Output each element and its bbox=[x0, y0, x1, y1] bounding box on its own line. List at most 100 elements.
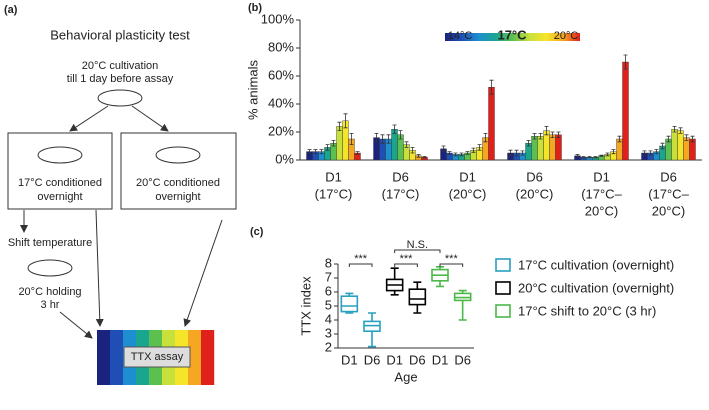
bar bbox=[555, 134, 562, 161]
x-tick-label: (17°C‒ bbox=[648, 186, 689, 201]
bar bbox=[677, 130, 684, 161]
error-bar bbox=[349, 133, 354, 145]
error-bar bbox=[550, 131, 555, 138]
arrow bbox=[183, 219, 223, 327]
y-tick-label: 40% bbox=[268, 95, 294, 110]
bar bbox=[537, 135, 544, 161]
stripe bbox=[110, 330, 124, 385]
error-bar bbox=[520, 150, 525, 156]
dish bbox=[155, 146, 201, 164]
step: overnight bbox=[155, 191, 200, 203]
error-bar bbox=[581, 156, 586, 159]
error-bar bbox=[343, 113, 348, 129]
error-bar bbox=[483, 133, 488, 143]
error-bar bbox=[666, 135, 671, 143]
bar bbox=[531, 135, 538, 161]
x-tick-label: D6 bbox=[409, 352, 426, 367]
whisker bbox=[390, 267, 399, 280]
error-bar bbox=[465, 151, 470, 155]
legend-label: 14°C bbox=[448, 30, 473, 42]
x-tick-label: D6 bbox=[364, 352, 381, 367]
x-tick-label: 20°C) bbox=[652, 203, 685, 218]
dish bbox=[27, 259, 73, 277]
error-bar bbox=[386, 134, 391, 144]
error-bar bbox=[556, 131, 561, 138]
error-bar bbox=[489, 79, 494, 95]
error-bar bbox=[307, 149, 312, 155]
error-bar bbox=[422, 156, 427, 159]
legend-swatch bbox=[495, 258, 511, 272]
error-bar bbox=[313, 149, 318, 155]
error-bar bbox=[337, 121, 342, 131]
error-bar bbox=[690, 135, 695, 143]
y-tick-label: 2 bbox=[325, 339, 332, 354]
whisker bbox=[413, 304, 422, 314]
whisker bbox=[458, 300, 467, 321]
whisker bbox=[368, 312, 376, 322]
step: 17°C conditioned bbox=[18, 177, 102, 189]
x-tick-label: 20°C) bbox=[585, 203, 618, 218]
step: 3 hr bbox=[41, 299, 60, 311]
error-bar bbox=[477, 144, 482, 151]
error-bar bbox=[538, 133, 543, 140]
x-tick-label: D1 bbox=[432, 352, 449, 367]
box bbox=[340, 295, 359, 313]
step: overnight bbox=[37, 191, 82, 203]
error-bar bbox=[611, 149, 616, 155]
y-tick-label: 100% bbox=[261, 11, 295, 26]
x-tick-label: D6 bbox=[392, 169, 409, 184]
y-tick-label: 20% bbox=[268, 123, 294, 138]
x-tick-label: D6 bbox=[660, 169, 677, 184]
step: Shift temperature bbox=[8, 237, 92, 249]
error-bar bbox=[447, 151, 452, 155]
error-bar bbox=[599, 154, 604, 157]
y-tick-label: 7 bbox=[325, 269, 332, 284]
arrow bbox=[131, 105, 169, 132]
error-bar bbox=[392, 124, 397, 134]
error-bar bbox=[416, 154, 421, 158]
x-tick-label: D6 bbox=[526, 169, 543, 184]
bracket bbox=[439, 263, 464, 267]
error-bar bbox=[514, 149, 519, 157]
x-tick-label: D1 bbox=[386, 352, 403, 367]
error-bar bbox=[532, 133, 537, 140]
error-bar bbox=[380, 134, 385, 144]
arrow bbox=[69, 105, 109, 132]
error-bar bbox=[684, 134, 689, 141]
bar bbox=[683, 137, 690, 161]
bracket bbox=[394, 249, 441, 253]
colorbar bbox=[445, 33, 580, 41]
step: 20°C cultivation bbox=[82, 60, 159, 72]
annotation: *** bbox=[400, 253, 414, 265]
box bbox=[7, 132, 113, 210]
legend-label: 17°C shift to 20°C (3 hr) bbox=[518, 303, 656, 318]
bracket bbox=[394, 263, 418, 267]
x-tick-label: D1 bbox=[341, 352, 358, 367]
x-tick-label: D1 bbox=[459, 169, 476, 184]
legend-label: 17°C bbox=[497, 27, 527, 42]
error-bar bbox=[642, 150, 647, 156]
bar bbox=[488, 86, 495, 161]
y-axis-label: TTX index bbox=[298, 276, 313, 336]
bracket bbox=[348, 263, 373, 267]
bar bbox=[336, 126, 343, 161]
y-tick-label: 80% bbox=[268, 39, 294, 54]
error-bar bbox=[544, 126, 549, 136]
error-bar bbox=[453, 152, 458, 157]
error-bar bbox=[410, 147, 415, 154]
whisker bbox=[368, 331, 376, 348]
annotation: *** bbox=[354, 253, 368, 265]
legend-swatch bbox=[495, 304, 511, 318]
assay-label: TTX assay bbox=[131, 351, 184, 363]
arrow bbox=[95, 209, 104, 327]
bar bbox=[549, 134, 556, 161]
error-bar bbox=[508, 149, 513, 157]
error-bar bbox=[648, 150, 653, 156]
whisker bbox=[436, 280, 444, 288]
diagram-title: Behavioral plasticity test bbox=[50, 27, 190, 42]
error-bar bbox=[623, 54, 628, 70]
bar bbox=[391, 128, 398, 161]
error-bar bbox=[355, 151, 360, 155]
error-bar bbox=[660, 142, 665, 150]
